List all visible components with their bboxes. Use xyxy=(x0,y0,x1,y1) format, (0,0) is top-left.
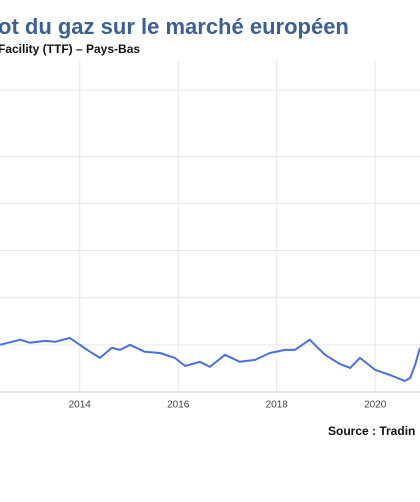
line xyxy=(0,336,420,382)
x-tick-label: 2014 xyxy=(69,400,92,411)
source: Source : Tradin xyxy=(328,424,415,438)
x-tick-label: 2016 xyxy=(167,400,190,411)
x-tick-label: 2018 xyxy=(266,400,289,411)
chart-subtitle: Facility (TTF) – Pays-Bas xyxy=(0,42,140,56)
chart-title: ot du gaz sur le marché européen xyxy=(0,14,349,39)
x-tick-label: 2020 xyxy=(364,400,387,411)
